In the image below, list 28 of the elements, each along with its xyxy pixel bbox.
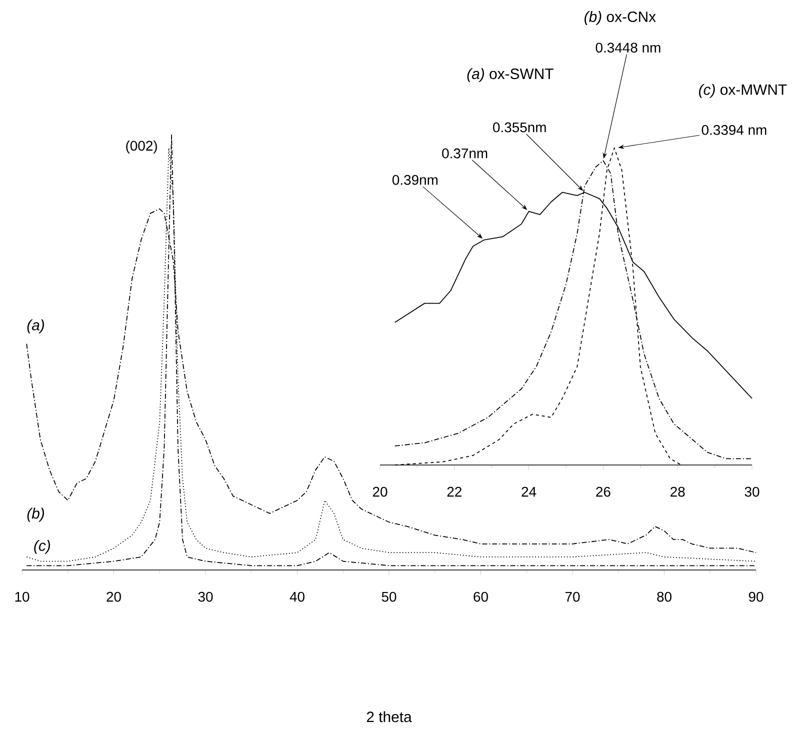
x-tick-label: 20 <box>372 486 388 497</box>
x-tick-label: 70 <box>565 592 580 602</box>
annotation: 0.3394 nm <box>702 125 766 135</box>
x-tick-label: 30 <box>744 486 760 497</box>
annotation: 0.37nm <box>442 148 488 158</box>
x-tick-label: 90 <box>748 592 764 602</box>
x-tick-label: 20 <box>106 592 121 602</box>
annotation: 0.3448 nm <box>596 42 660 53</box>
x-tick-label: 80 <box>657 592 672 602</box>
x-tick-label: 30 <box>198 592 213 602</box>
x-tick-label: 10 <box>15 592 30 602</box>
annotation: (c) <box>34 540 50 554</box>
x-tick-label: 26 <box>596 486 610 497</box>
text: (a) ox-SWNT <box>467 68 554 82</box>
x-tick-label: 28 <box>670 486 685 497</box>
x-tick-label: 50 <box>382 592 396 602</box>
x-axis-title: 2 theta <box>366 711 412 722</box>
annotation: (a) <box>27 319 44 334</box>
text: (b) ox-CNx <box>584 11 656 25</box>
annotation: 0.39nm <box>392 174 438 185</box>
x-tick-label: 40 <box>290 592 304 602</box>
x-tick-label: 22 <box>447 486 462 497</box>
annotation: 0.355nm <box>493 122 546 132</box>
x-tick-label: 60 <box>474 592 488 602</box>
x-tick-label: 24 <box>522 486 536 497</box>
annotation: (b) <box>27 508 44 522</box>
annotation: (002) <box>126 140 157 154</box>
text: (c) ox-MWNT <box>699 84 787 98</box>
